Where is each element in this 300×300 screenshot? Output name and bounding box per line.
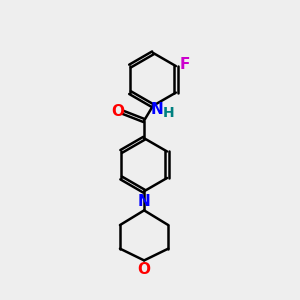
Text: O: O <box>138 262 151 277</box>
Text: F: F <box>179 57 190 72</box>
Text: O: O <box>112 104 125 119</box>
Text: N: N <box>151 102 164 117</box>
Text: N: N <box>138 194 151 209</box>
Text: H: H <box>163 106 175 120</box>
